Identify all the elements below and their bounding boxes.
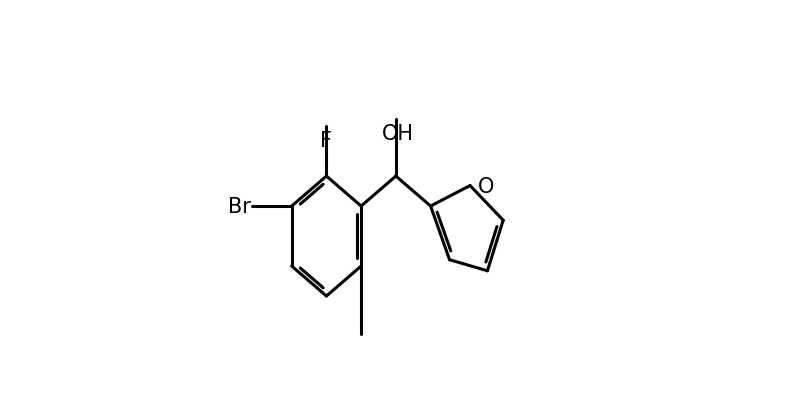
Text: O: O (478, 176, 495, 196)
Text: F: F (321, 131, 333, 151)
Text: OH: OH (381, 124, 414, 144)
Text: Br: Br (228, 197, 251, 216)
